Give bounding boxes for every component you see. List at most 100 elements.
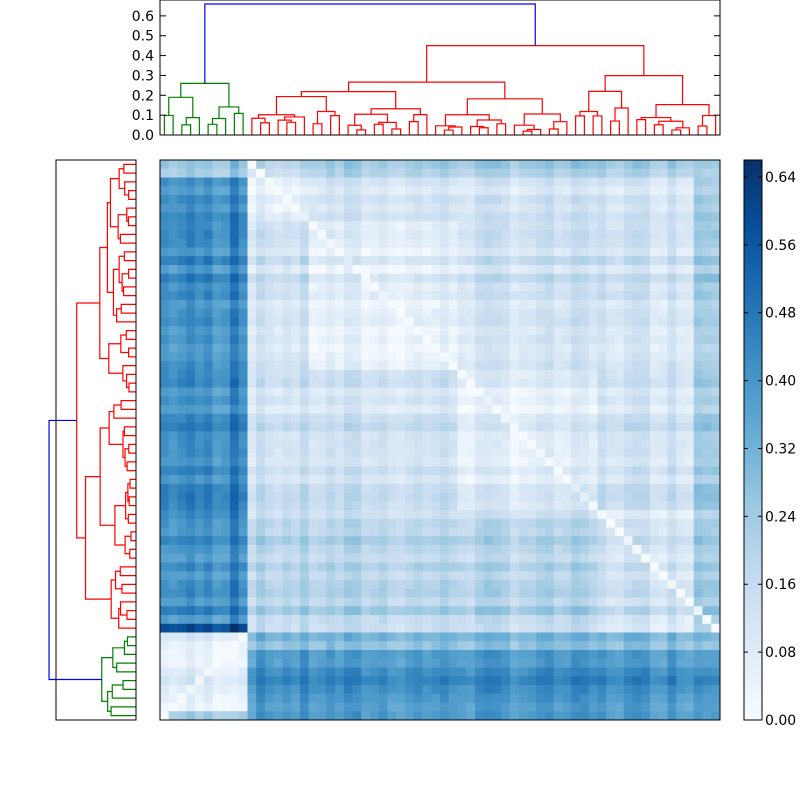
heatmap-cell (422, 536, 432, 546)
heatmap-cell (623, 308, 633, 318)
heatmap-cell (667, 632, 677, 642)
heatmap-cell (378, 370, 388, 380)
heatmap-cell (335, 510, 345, 520)
heatmap-cell (475, 588, 485, 598)
heatmap-cell (212, 160, 222, 170)
heatmap-cell (676, 615, 686, 625)
heatmap-cell (396, 615, 406, 625)
heatmap-cell (361, 361, 371, 371)
heatmap-cell (273, 300, 283, 310)
heatmap-cell (387, 282, 397, 292)
heatmap-cell (641, 597, 651, 607)
heatmap-cell (510, 650, 520, 660)
heatmap-cell (361, 177, 371, 187)
heatmap-cell (685, 317, 695, 327)
heatmap-cell (413, 186, 423, 196)
heatmap-cell (352, 510, 362, 520)
heatmap-cell (352, 527, 362, 537)
heatmap-cell (378, 361, 388, 371)
heatmap-cell (527, 641, 537, 651)
heatmap-cell (195, 650, 205, 660)
heatmap-cell (466, 343, 476, 353)
heatmap-cell (571, 615, 581, 625)
heatmap-cell (282, 247, 292, 257)
heatmap-cell (186, 693, 196, 703)
heatmap-cell (440, 475, 450, 485)
heatmap-cell (492, 440, 502, 450)
heatmap-cell (396, 510, 406, 520)
heatmap-cell (413, 413, 423, 423)
heatmap-cell (212, 265, 222, 275)
heatmap-cell (597, 641, 607, 651)
heatmap-cell (396, 203, 406, 213)
heatmap-cell (335, 308, 345, 318)
heatmap-cell (195, 702, 205, 712)
heatmap-cell (457, 413, 467, 423)
heatmap-cell (641, 562, 651, 572)
heatmap-cell (230, 326, 240, 336)
heatmap-cell (448, 361, 458, 371)
heatmap-cell (588, 693, 598, 703)
heatmap-cell (501, 667, 511, 677)
heatmap-cell (457, 685, 467, 695)
heatmap-cell (658, 405, 668, 415)
heatmap-cell (623, 440, 633, 450)
heatmap-cell (273, 588, 283, 598)
heatmap-cell (413, 632, 423, 642)
heatmap-cell (457, 553, 467, 563)
heatmap-cell (545, 527, 555, 537)
heatmap-cell (510, 483, 520, 493)
heatmap-cell (431, 685, 441, 695)
heatmap-cell (448, 650, 458, 660)
heatmap-cell (177, 632, 187, 642)
heatmap-cell (317, 230, 327, 240)
heatmap-cell (492, 413, 502, 423)
heatmap-cell (352, 195, 362, 205)
heatmap-cell (650, 291, 660, 301)
dendrogram-link (312, 123, 323, 135)
heatmap-cell (562, 632, 572, 642)
dendrogram-link (444, 114, 490, 126)
heatmap-cell (606, 387, 616, 397)
heatmap-cell (693, 580, 703, 590)
heatmap-cell (518, 693, 528, 703)
heatmap-cell (536, 195, 546, 205)
heatmap-cell (536, 492, 546, 502)
heatmap-cell (343, 553, 353, 563)
heatmap-cell (186, 475, 196, 485)
heatmap-cell (492, 352, 502, 362)
heatmap-cell (221, 238, 231, 248)
heatmap-cell (457, 440, 467, 450)
heatmap-cell (195, 588, 205, 598)
heatmap-cell (553, 527, 563, 537)
heatmap-cell (632, 326, 642, 336)
heatmap-cell (483, 518, 493, 528)
heatmap-cell (492, 501, 502, 511)
heatmap-cell (658, 387, 668, 397)
colorbar-tick-label: 0.40 (765, 374, 796, 390)
heatmap-cell (518, 300, 528, 310)
heatmap-cell (658, 711, 668, 721)
heatmap-cell (422, 405, 432, 415)
heatmap-cell (291, 168, 301, 178)
heatmap-cell (168, 501, 178, 511)
heatmap-cell (597, 510, 607, 520)
heatmap-cell (658, 457, 668, 467)
heatmap-cell (527, 527, 537, 537)
heatmap-cell (422, 615, 432, 625)
heatmap-cell (632, 475, 642, 485)
heatmap-cell (440, 177, 450, 187)
heatmap-cell (483, 396, 493, 406)
heatmap-cell (308, 632, 318, 642)
heatmap-cell (168, 396, 178, 406)
heatmap-cell (177, 641, 187, 651)
heatmap-cell (702, 597, 712, 607)
heatmap-cell (352, 562, 362, 572)
heatmap-cell (571, 265, 581, 275)
heatmap-cell (588, 711, 598, 721)
heatmap-cell (317, 308, 327, 318)
heatmap-cell (370, 466, 380, 476)
heatmap-cell (335, 501, 345, 511)
heatmap-cell (676, 492, 686, 502)
heatmap-cell (580, 518, 590, 528)
